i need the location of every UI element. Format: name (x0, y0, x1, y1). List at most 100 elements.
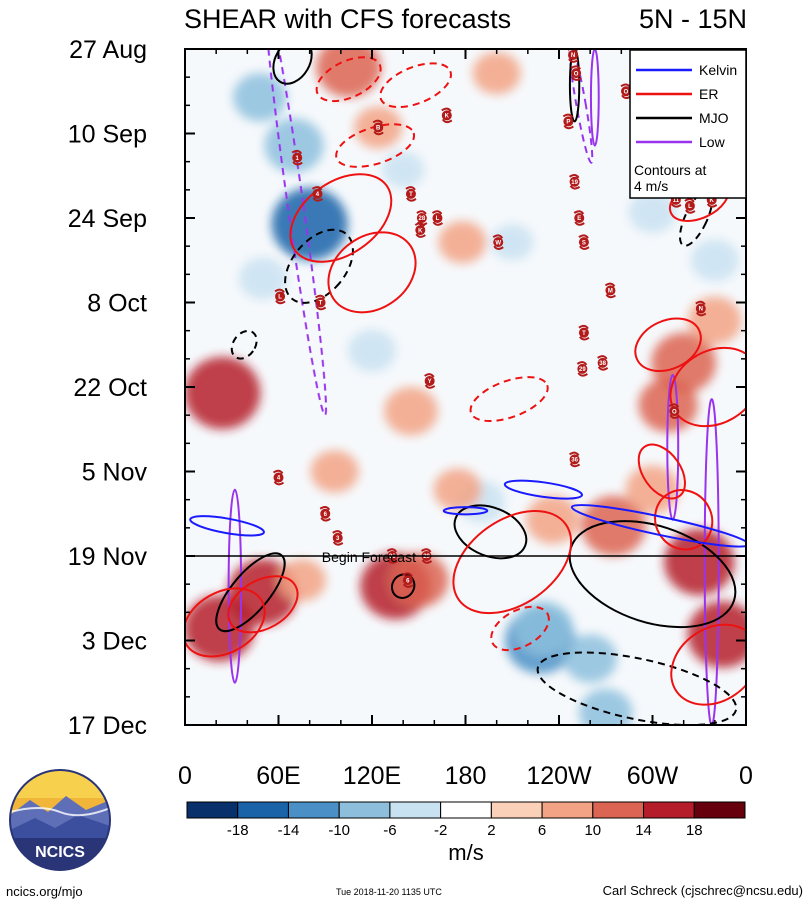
storm-label-4: K (445, 114, 450, 120)
storm-dot-22 (695, 303, 706, 314)
storm-marker-28: 36 (569, 451, 581, 468)
storm-dot-13 (416, 213, 427, 223)
anomaly-blob-9 (690, 239, 739, 282)
x-tick-label-5: 60W (627, 762, 679, 790)
storm-label-27: O (672, 409, 677, 415)
legend-note-line1: Contours at (634, 162, 706, 178)
storm-label-9: T (409, 192, 413, 198)
storm-marker-6: 1 (291, 149, 303, 166)
storm-swirl-18 (578, 234, 590, 250)
mjo-contour-8 (230, 329, 258, 360)
mjo-contour-13 (536, 651, 738, 725)
storm-swirl-20 (315, 294, 327, 311)
storm-marker-23: T (578, 324, 590, 341)
colorbar-label-0: -18 (227, 822, 249, 839)
legend-label-mjo: MJO (699, 110, 729, 126)
storm-label-13: 28 (419, 216, 426, 222)
storm-marker-22: N (695, 300, 707, 317)
storm-dot-20 (315, 297, 326, 308)
x-tick-label-0: 0 (178, 762, 192, 790)
colorbar-swatch-5 (440, 801, 492, 819)
storm-dot-28 (569, 454, 580, 465)
colorbar-label-1: -14 (278, 822, 300, 839)
storm-dot-7 (569, 176, 580, 187)
colorbar-swatch-4 (389, 801, 442, 819)
anomaly-blob-12 (381, 151, 425, 188)
storm-label-23: T (582, 331, 586, 337)
legend: Kelvin ER MJO Low Contours at 4 m/s (629, 49, 747, 199)
storm-marker-34: 6 (402, 572, 414, 588)
storm-label-28: 36 (571, 458, 578, 464)
anomaly-blob-19 (316, 49, 382, 98)
storm-swirl-33 (420, 548, 433, 564)
anomaly-blob-29 (433, 468, 482, 511)
storm-dot-6 (292, 152, 303, 163)
storm-swirl-7 (569, 174, 581, 190)
storm-swirl-9 (405, 186, 417, 202)
storm-swirl-30 (319, 506, 331, 522)
storm-swirl-4 (441, 107, 453, 124)
storm-label-32: 26 (389, 554, 396, 560)
storm-label-0: N (571, 53, 575, 59)
storm-label-20: T (319, 301, 323, 307)
storm-swirl-6 (291, 149, 303, 166)
storm-label-8: 4 (316, 192, 320, 198)
storm-swirl-16 (573, 210, 585, 226)
legend-box (629, 49, 747, 199)
colorbar-swatch-3 (338, 801, 391, 819)
er-contour-28 (670, 623, 746, 706)
storm-swirl-34 (402, 572, 414, 588)
storm-marker-1: O (570, 65, 582, 81)
storm-swirl-26 (424, 373, 436, 389)
storm-label-25: 38 (599, 361, 606, 367)
anomaly-blob-10 (628, 190, 677, 234)
anomaly-blob-2 (271, 187, 348, 261)
anomaly-blob-1 (264, 118, 324, 173)
storm-swirl-8 (311, 186, 324, 202)
storm-dot-0 (568, 50, 579, 61)
x-tick-label-2: 120E (343, 762, 401, 790)
colorbar-unit: m/s (448, 840, 483, 865)
axes: 27 Aug 10 Sep 24 Sep 8 Oct 22 Oct 5 Nov 19 Nov… (68, 36, 753, 790)
storm-marker-31: 3 (332, 530, 344, 546)
storm-dot-2 (621, 86, 632, 97)
low-contour-5 (589, 49, 600, 147)
colorbar-label-2: -10 (328, 822, 350, 839)
storm-dot-17 (493, 237, 504, 248)
storm-marker-15: K (414, 222, 426, 238)
storm-dot-14 (432, 213, 443, 223)
colorbar-swatch-10 (693, 801, 746, 819)
storm-dot-26 (424, 375, 435, 386)
kelvin-contour-33 (503, 479, 584, 500)
storm-label-33: 29 (423, 554, 430, 560)
colorbar-label-6: 6 (538, 822, 546, 839)
storm-label-5: P (566, 120, 570, 126)
anomaly-blob-14 (185, 356, 261, 430)
storm-tracks: N O O B K P 1 19 4 T 11 L K 28 L K E W S L T M N T 29 38 Y O 36 4 6 3 26… (272, 49, 718, 588)
colorbar-swatch-7 (541, 801, 594, 819)
storm-dot-1 (571, 68, 582, 79)
storm-swirl-11 (684, 198, 696, 214)
storm-label-7: 19 (571, 180, 578, 186)
storm-dot-15 (415, 225, 426, 236)
storm-label-29: 4 (277, 476, 281, 482)
storm-marker-25: 38 (597, 355, 609, 371)
storm-marker-11: L (684, 198, 696, 214)
storm-swirl-19 (274, 288, 286, 305)
storm-swirl-28 (569, 451, 581, 468)
colorbar-swatch-8 (592, 801, 645, 819)
anomaly-blob-27 (525, 495, 580, 544)
storm-marker-27: O (668, 403, 680, 419)
anomaly-blob-28 (384, 387, 438, 436)
colorbar-swatch-1 (237, 801, 289, 819)
er-contour-27 (490, 605, 550, 652)
colorbar-label-5: 2 (487, 822, 495, 839)
y-tick-label-2: 24 Sep (68, 205, 147, 233)
footer-url[interactable]: ncics.org/mjo (6, 884, 83, 899)
storm-swirl-14 (431, 210, 444, 226)
storm-label-11: L (688, 204, 692, 210)
storm-marker-4: K (441, 107, 453, 124)
anomaly-blob-13 (491, 224, 534, 261)
colorbar: -18 -14 -10 -6 -2 2 6 10 14 18 (186, 801, 746, 839)
storm-swirl-24 (576, 361, 588, 377)
